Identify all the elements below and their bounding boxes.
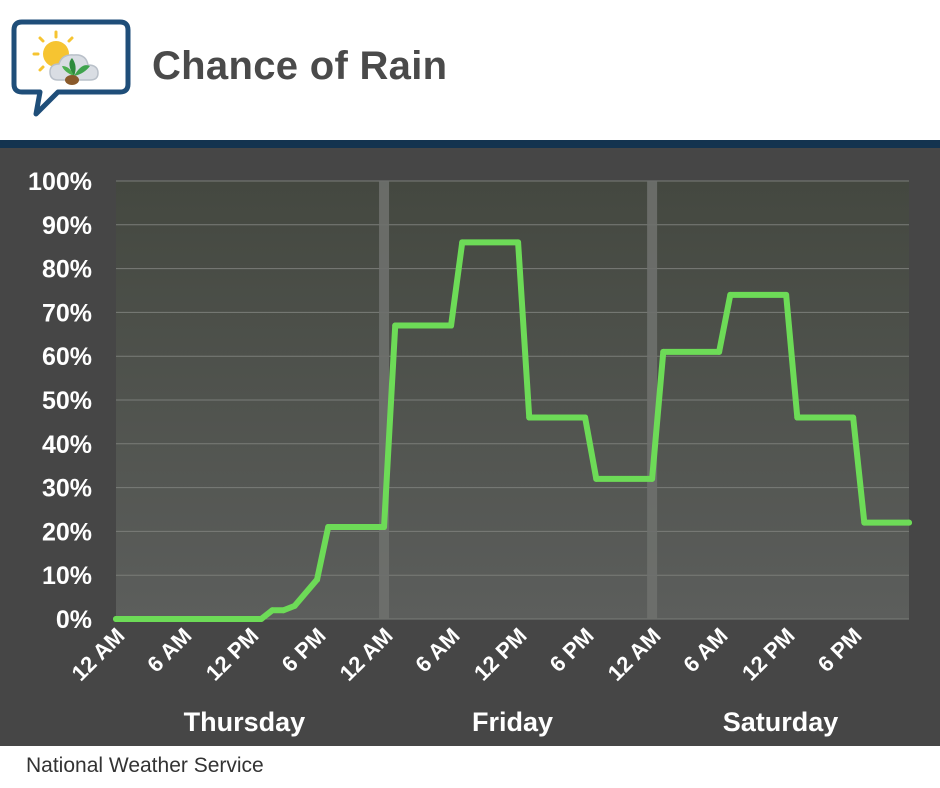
x-tick-label: 6 PM bbox=[545, 623, 599, 677]
day-labels: Thursday Friday Saturday bbox=[184, 707, 839, 737]
data-point bbox=[515, 239, 522, 246]
day-separator bbox=[647, 181, 658, 619]
data-point bbox=[716, 348, 723, 355]
data-point bbox=[448, 322, 455, 329]
page-title: Chance of Rain bbox=[152, 44, 448, 88]
data-point bbox=[459, 239, 466, 246]
day-label: Thursday bbox=[184, 707, 306, 737]
data-point bbox=[727, 291, 734, 298]
data-point bbox=[113, 616, 119, 622]
weather-logo-icon bbox=[11, 19, 131, 117]
x-tick-label: 6 PM bbox=[277, 623, 331, 677]
y-tick-label: 80% bbox=[42, 256, 92, 284]
x-tick-label: 12 PM bbox=[469, 623, 532, 686]
series-layer bbox=[113, 239, 912, 622]
x-tick-label: 6 PM bbox=[813, 623, 867, 677]
y-tick-label: 90% bbox=[42, 212, 92, 240]
x-tick-label: 12 AM bbox=[603, 623, 666, 686]
data-point bbox=[660, 348, 667, 355]
y-tick-label: 60% bbox=[42, 343, 92, 371]
data-point bbox=[381, 524, 388, 531]
data-point bbox=[794, 414, 801, 421]
x-tick-label: 12 PM bbox=[737, 623, 800, 686]
y-tick-label: 30% bbox=[42, 475, 92, 503]
data-point bbox=[392, 322, 399, 329]
x-tick-label: 6 AM bbox=[410, 623, 464, 677]
y-tick-label: 40% bbox=[42, 431, 92, 459]
data-point bbox=[280, 607, 287, 614]
day-label: Friday bbox=[472, 707, 553, 737]
data-point bbox=[325, 524, 332, 531]
data-point bbox=[291, 602, 298, 609]
data-point bbox=[269, 607, 276, 614]
y-tick-label: 100% bbox=[28, 168, 92, 196]
y-tick-label: 0% bbox=[56, 606, 92, 634]
day-separators bbox=[379, 181, 658, 619]
data-point bbox=[783, 291, 790, 298]
data-point bbox=[593, 475, 600, 482]
data-point bbox=[850, 414, 857, 421]
data-point bbox=[314, 576, 321, 583]
data-point bbox=[258, 616, 265, 622]
y-tick-label: 70% bbox=[42, 299, 92, 327]
x-axis-tick-labels: 12 AM 6 AM 12 PM 6 PM 12 AM 6 AM 12 PM 6 PM 12 A… bbox=[67, 623, 867, 686]
y-tick-label: 20% bbox=[42, 518, 92, 546]
rain-chance-chart: 0%10%20%30%40%50%60%70%80%90%100% 12 AM 6… bbox=[28, 168, 912, 737]
header: Chance of Rain bbox=[0, 0, 940, 140]
day-label: Saturday bbox=[723, 707, 839, 737]
data-point bbox=[582, 414, 589, 421]
y-axis-tick-labels: 0% 10% 20% 30% 40% 50% 60% 70% 80% 90% 100% bbox=[28, 168, 92, 634]
x-tick-label: 6 AM bbox=[142, 623, 196, 677]
data-point bbox=[861, 519, 868, 526]
x-tick-label: 12 AM bbox=[335, 623, 398, 686]
y-tick-label: 10% bbox=[42, 562, 92, 590]
data-point bbox=[906, 519, 912, 526]
y-tick-label: 50% bbox=[42, 387, 92, 415]
data-point bbox=[649, 475, 656, 482]
source-credit: National Weather Service bbox=[26, 754, 264, 777]
day-separator bbox=[379, 181, 390, 619]
grid-lines bbox=[116, 180, 909, 620]
x-tick-label: 12 PM bbox=[201, 623, 264, 686]
x-tick-label: 6 AM bbox=[678, 623, 732, 677]
data-point bbox=[526, 414, 533, 421]
header-divider bbox=[0, 140, 940, 148]
